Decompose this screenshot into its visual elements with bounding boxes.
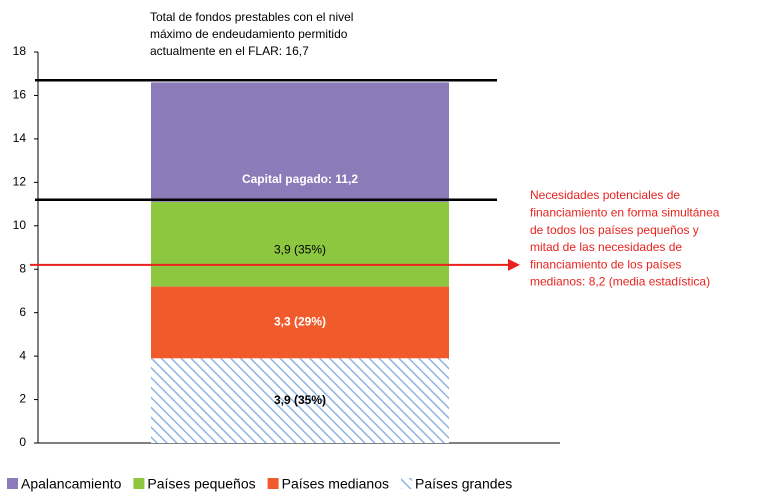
data-label: 3,9 (35%) bbox=[274, 242, 326, 256]
y-tick-label: 10 bbox=[13, 218, 27, 232]
bar-segment bbox=[151, 358, 449, 443]
data-label: 3,3 (29%) bbox=[274, 315, 326, 329]
annotation-text: medianos: 8,2 (media estadística) bbox=[530, 275, 710, 289]
y-tick-label: 2 bbox=[19, 392, 26, 406]
legend-label: Países medianos bbox=[282, 476, 389, 492]
annotation-text: Capital pagado: 11,2 bbox=[242, 172, 358, 186]
y-tick-label: 12 bbox=[13, 175, 27, 189]
y-tick-label: 6 bbox=[19, 305, 26, 319]
annotation-text: Necesidades potenciales de bbox=[530, 188, 680, 202]
annotation-text: máximo de endeudamiento permitido bbox=[150, 27, 348, 41]
y-tick-label: 4 bbox=[19, 348, 26, 362]
annotation-text: de todos los países pequeños y bbox=[530, 223, 699, 237]
legend-label: Países grandes bbox=[415, 476, 512, 492]
legend-label: Países pequeños bbox=[147, 476, 255, 492]
annotation-text: actualmente en el FLAR: 16,7 bbox=[150, 44, 309, 58]
legend-swatch bbox=[267, 478, 279, 489]
bar-segment bbox=[151, 286, 449, 359]
legend-label: Apalancamiento bbox=[21, 476, 122, 492]
y-tick-label: 0 bbox=[19, 435, 26, 449]
legend-swatch bbox=[133, 478, 145, 489]
y-tick-label: 16 bbox=[13, 88, 27, 102]
annotation-text: financiamiento de los países bbox=[530, 257, 681, 271]
annotation-text: financiamiento en forma simultánea bbox=[530, 205, 720, 219]
bar-segment bbox=[151, 201, 449, 287]
y-tick-label: 8 bbox=[19, 261, 26, 275]
annotation-text: Total de fondos prestables con el nivel bbox=[150, 10, 353, 24]
arrow-head bbox=[508, 258, 520, 271]
data-label: 3,9 (35%) bbox=[274, 393, 326, 407]
bar-segment bbox=[151, 82, 449, 202]
legend-swatch bbox=[7, 478, 18, 489]
y-tick-label: 18 bbox=[13, 44, 27, 58]
legend-swatch bbox=[401, 478, 413, 489]
annotation-text: mitad de las necesidades de bbox=[530, 240, 682, 254]
y-tick-label: 14 bbox=[13, 131, 27, 145]
